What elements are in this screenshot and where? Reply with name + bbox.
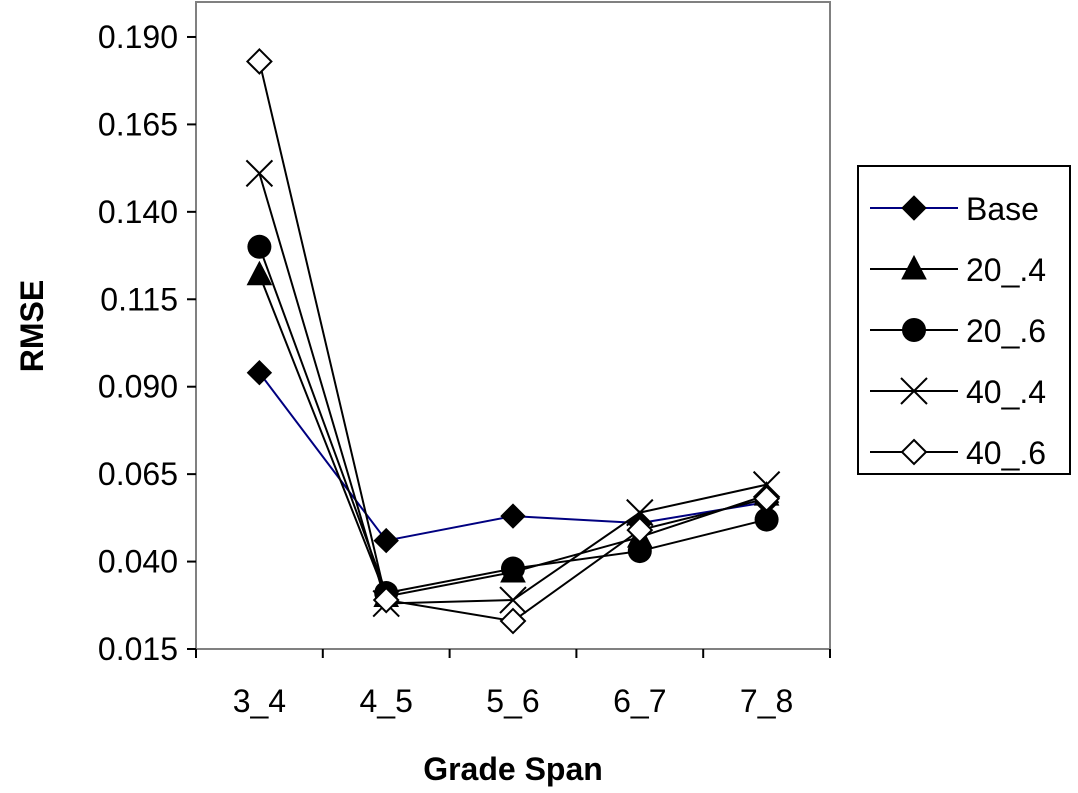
y-tick-label: 0.015 <box>98 631 178 667</box>
legend-label: 40_.4 <box>966 374 1046 410</box>
y-axis: 0.015 0.040 0.065 0.090 0.115 0.140 0.165 0.190 <box>98 19 196 667</box>
y-axis-title: RMSE <box>14 280 50 372</box>
y-tick-label: 0.090 <box>98 369 178 405</box>
legend-label: 20_.4 <box>966 252 1046 288</box>
legend-label: 40_.6 <box>966 435 1046 471</box>
legend-marker <box>902 318 926 342</box>
x-axis: 3_4 4_5 5_6 6_7 7_8 <box>196 649 830 719</box>
x-tick-label: 7_8 <box>740 683 793 719</box>
y-tick-label: 0.190 <box>98 19 178 55</box>
y-tick-label: 0.165 <box>98 106 178 142</box>
legend-label: Base <box>966 191 1039 227</box>
x-tick-label: 5_6 <box>486 683 539 719</box>
y-tick-label: 0.065 <box>98 456 178 492</box>
y-tick-label: 0.040 <box>98 544 178 580</box>
x-axis-title: Grade Span <box>423 751 603 787</box>
x-tick-label: 6_7 <box>613 683 666 719</box>
plot-area <box>196 2 830 649</box>
x-tick-label: 4_5 <box>360 683 413 719</box>
data-point <box>501 557 525 581</box>
y-tick-label: 0.115 <box>100 281 178 317</box>
legend-label: 20_.6 <box>966 313 1046 349</box>
legend: Base 20_.4 20_.6 40_.4 40_.6 <box>858 166 1070 474</box>
y-tick-label: 0.140 <box>98 194 178 230</box>
x-tick-label: 3_4 <box>233 683 286 719</box>
data-point <box>247 235 271 259</box>
